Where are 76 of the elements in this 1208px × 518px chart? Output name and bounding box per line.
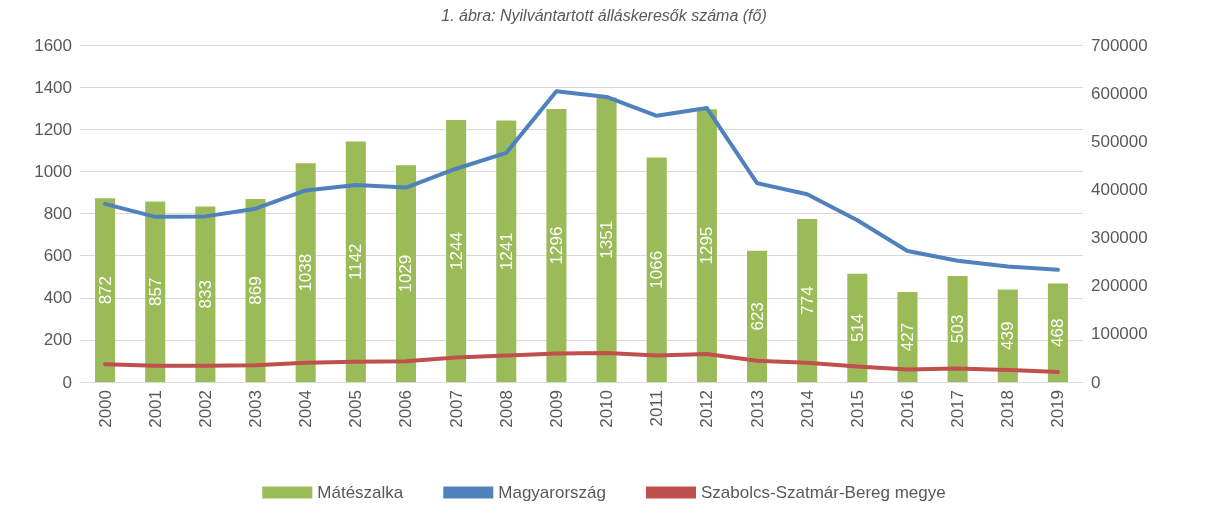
bar bbox=[145, 201, 166, 382]
x-tick-label: 2008 bbox=[496, 390, 516, 428]
legend-label: Szabolcs-Szatmár-Bereg megye bbox=[700, 483, 946, 502]
y2-tick-label: 0 bbox=[1091, 372, 1101, 392]
x-tick-label: 2018 bbox=[998, 390, 1018, 428]
data-label: 872 bbox=[95, 275, 115, 305]
data-label: 869 bbox=[246, 276, 266, 305]
x-tick-label: 2012 bbox=[697, 390, 717, 428]
bar bbox=[596, 97, 617, 382]
x-tick-label: 2016 bbox=[897, 390, 917, 428]
y2-tick-label: 500000 bbox=[1091, 131, 1148, 151]
data-label: 1295 bbox=[697, 226, 717, 265]
x-tick-label: 2000 bbox=[95, 390, 115, 428]
legend-label: Magyarország bbox=[498, 483, 606, 502]
data-label: 1296 bbox=[546, 226, 566, 265]
data-label: 514 bbox=[847, 313, 867, 343]
x-tick-label: 2007 bbox=[446, 390, 466, 428]
bar bbox=[245, 198, 266, 382]
y2-tick-label: 400000 bbox=[1091, 179, 1148, 199]
data-label: 1038 bbox=[296, 253, 316, 292]
bar bbox=[897, 292, 918, 382]
data-label: 774 bbox=[797, 286, 817, 315]
x-tick-label: 2003 bbox=[246, 390, 266, 428]
y-tick-label: 1200 bbox=[34, 119, 72, 139]
x-tick-label: 2009 bbox=[546, 390, 566, 428]
y2-tick-label: 700000 bbox=[1091, 35, 1148, 55]
x-tick-label: 2017 bbox=[948, 390, 968, 428]
bar bbox=[546, 109, 567, 382]
x-tick-label: 2013 bbox=[747, 390, 767, 428]
data-label: 623 bbox=[747, 302, 767, 331]
x-tick-label: 2006 bbox=[396, 390, 416, 428]
x-tick-label: 2014 bbox=[797, 390, 817, 428]
bar bbox=[345, 141, 366, 382]
data-label: 857 bbox=[145, 277, 165, 306]
data-label: 1351 bbox=[597, 220, 617, 259]
data-label: 1142 bbox=[346, 243, 366, 281]
x-tick-label: 2005 bbox=[346, 390, 366, 428]
legend-label: Mátészalka bbox=[317, 483, 404, 502]
line-series bbox=[103, 351, 1060, 374]
x-tick-label: 2011 bbox=[647, 390, 667, 427]
bar bbox=[797, 218, 818, 382]
x-tick-label: 2019 bbox=[1048, 390, 1068, 428]
x-tick-label: 2002 bbox=[195, 390, 215, 428]
y2-tick-label: 300000 bbox=[1091, 228, 1148, 248]
y-tick-label: 800 bbox=[43, 204, 72, 223]
x-tick-label: 2001 bbox=[145, 390, 165, 428]
data-label: 427 bbox=[897, 322, 917, 352]
x-tick-label: 2010 bbox=[597, 390, 617, 428]
y-tick-label: 600 bbox=[43, 246, 72, 266]
y2-tick-label: 100000 bbox=[1091, 324, 1148, 344]
y-tick-label: 1400 bbox=[34, 77, 72, 97]
x-tick-label: 2015 bbox=[847, 390, 867, 428]
x-tick-label: 2004 bbox=[296, 390, 316, 428]
data-label: 833 bbox=[195, 280, 215, 309]
bar bbox=[395, 165, 417, 382]
bar bbox=[496, 120, 517, 382]
data-label: 468 bbox=[1048, 318, 1068, 347]
y-tick-label: 1000 bbox=[34, 161, 72, 181]
y2-tick-label: 200000 bbox=[1091, 276, 1148, 296]
bar bbox=[646, 157, 667, 382]
bar bbox=[696, 109, 717, 382]
y-tick-label: 400 bbox=[43, 288, 72, 308]
bar bbox=[446, 119, 467, 382]
y-tick-label: 1600 bbox=[34, 35, 72, 55]
data-label: 503 bbox=[948, 314, 968, 344]
y2-tick-label: 600000 bbox=[1091, 83, 1148, 103]
bar bbox=[295, 163, 316, 382]
y-tick-label: 200 bbox=[43, 330, 72, 350]
data-label: 1029 bbox=[396, 254, 416, 293]
data-label: 1241 bbox=[496, 232, 516, 271]
y-tick-label: 0 bbox=[62, 372, 72, 392]
data-label: 439 bbox=[998, 321, 1018, 350]
bar bbox=[95, 198, 116, 382]
data-label: 1244 bbox=[446, 232, 466, 270]
data-label: 1066 bbox=[647, 250, 667, 289]
chart-title: 1. ábra: Nyilvántartott álláskeresők száma (fő) bbox=[441, 6, 767, 24]
